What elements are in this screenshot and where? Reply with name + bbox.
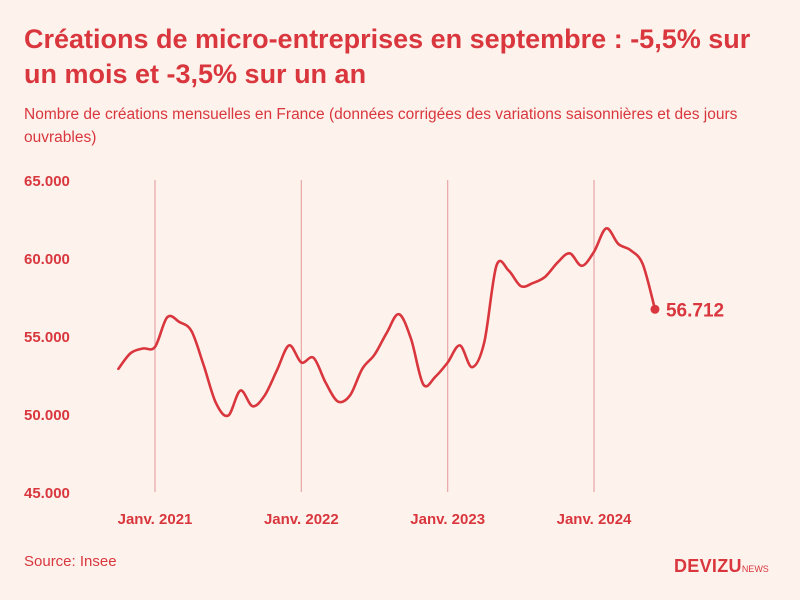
x-tick-label: Janv. 2022	[264, 511, 339, 528]
y-tick-label: 60.000	[24, 251, 70, 268]
annotations-group: 56.712	[650, 300, 724, 321]
chart-subtitle: Nombre de créations mensuelles en France…	[24, 106, 738, 146]
x-axis-tick-labels: Janv. 2021 Janv. 2022 Janv. 2023 Janv. 2024	[118, 511, 632, 528]
y-tick-label: 50.000	[24, 407, 70, 424]
brand-logo: DEVIZUNEWS	[674, 556, 769, 577]
vertical-gridlines	[154, 180, 595, 492]
y-tick-label: 45.000	[24, 485, 70, 502]
series-group	[117, 227, 657, 418]
chart-title: Créations de micro-entreprises en septem…	[24, 24, 751, 89]
y-tick-label: 55.000	[24, 329, 70, 346]
brand-name: DEVIZU	[674, 556, 742, 576]
last-value-label: 56.712	[666, 300, 724, 321]
series-line	[117, 227, 657, 418]
last-value-point	[650, 304, 660, 314]
source-note: Source: Insee	[24, 553, 117, 570]
x-tick-label: Janv. 2024	[557, 511, 632, 528]
x-tick-label: Janv. 2021	[118, 511, 193, 528]
brand-suffix: NEWS	[741, 564, 769, 574]
y-tick-label: 65.000	[24, 173, 70, 190]
y-axis-tick-labels: 65.000 60.000 55.000 50.000 45.000	[24, 173, 70, 502]
x-tick-label: Janv. 2023	[410, 511, 485, 528]
